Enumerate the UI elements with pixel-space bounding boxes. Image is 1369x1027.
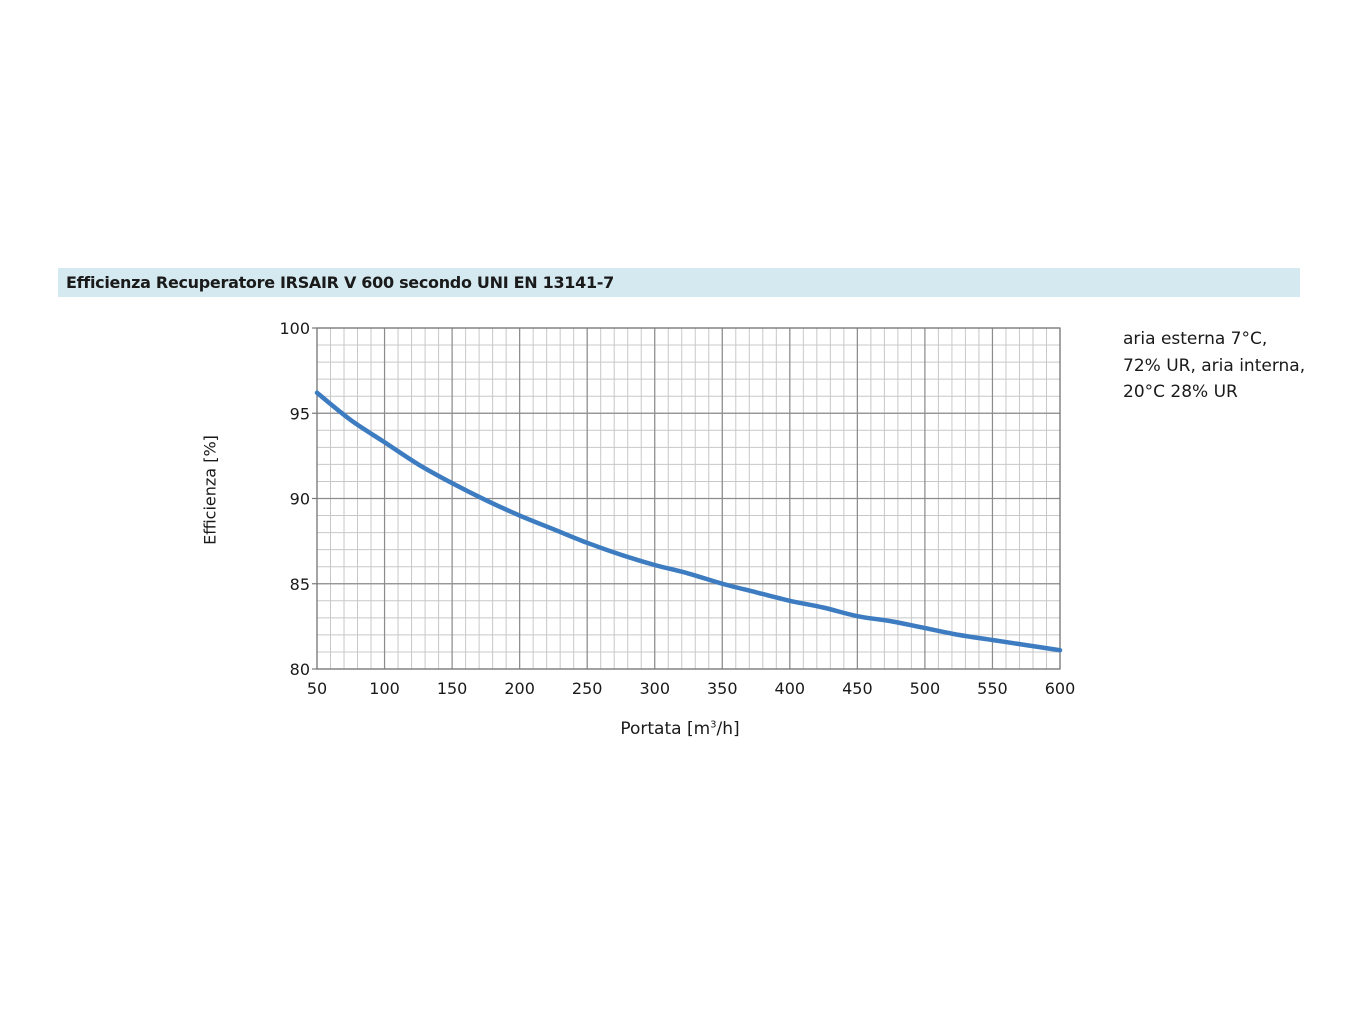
y-tick-label: 85 [290, 575, 310, 594]
x-tick-label: 150 [437, 679, 468, 698]
note-line: aria esterna 7°C, [1123, 329, 1268, 349]
x-tick-label: 50 [307, 679, 327, 698]
y-axis-title: Efficienza [%] [200, 435, 220, 545]
x-axis-title: Portata [m3/h] [620, 719, 739, 739]
x-tick-label: 350 [707, 679, 738, 698]
x-tick-label: 550 [977, 679, 1008, 698]
x-tick-label: 200 [504, 679, 535, 698]
x-tick-label: 300 [639, 679, 670, 698]
note-line: 20°C 28% UR [1123, 382, 1238, 402]
efficiency-series-line [314, 390, 1063, 653]
x-axis-title-text: Portata [m [620, 719, 711, 739]
y-tick-label: 100 [279, 319, 310, 338]
note-line: 72% UR, aria interna, [1123, 355, 1306, 376]
x-tick-label: 400 [775, 679, 806, 698]
y-tick-label: 95 [290, 404, 310, 423]
x-tick-label: 450 [842, 679, 873, 698]
x-axis-title-unit: /h] [716, 719, 740, 739]
x-tick-label: 600 [1045, 679, 1076, 698]
y-tick-label: 90 [290, 490, 310, 509]
x-tick-label: 100 [369, 679, 400, 698]
y-tick-label: 80 [290, 660, 310, 679]
chart-title-bar: Efficienza Recuperatore IRSAIR V 600 sec… [58, 268, 1300, 297]
test-conditions-note: aria esterna 7°C, 72% UR, aria interna, … [1123, 326, 1313, 406]
x-tick-label: 250 [572, 679, 603, 698]
x-axis-title-superscript: 3 [710, 719, 717, 731]
x-tick-label: 500 [910, 679, 941, 698]
chart-title: Efficienza Recuperatore IRSAIR V 600 sec… [66, 273, 614, 292]
